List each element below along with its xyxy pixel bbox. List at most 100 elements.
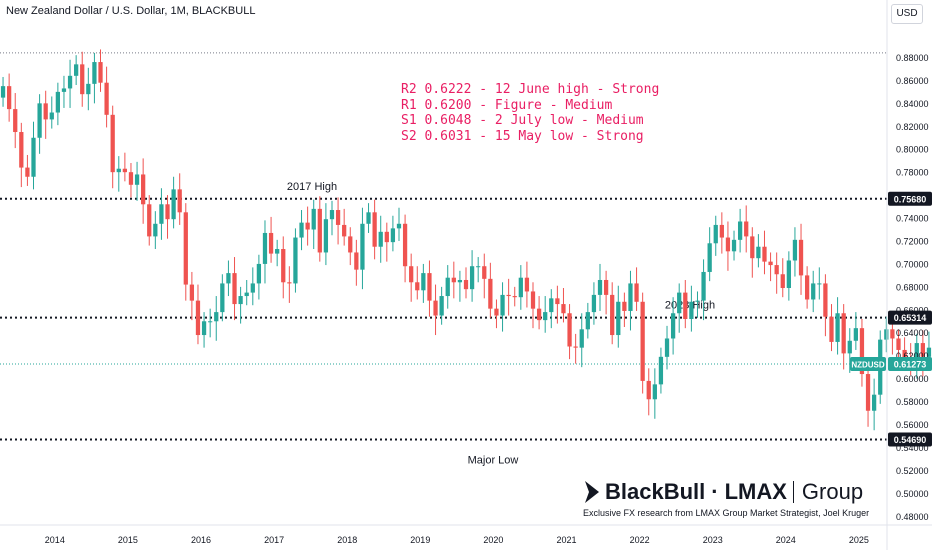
candle-body	[195, 300, 201, 336]
candle-body	[396, 223, 402, 229]
y-tick-label: 0.74000	[896, 214, 929, 224]
current-price-label: 0.61273	[894, 360, 927, 370]
candle-body	[756, 246, 761, 259]
candle-body	[792, 239, 798, 261]
y-tick-label: 0.70000	[896, 259, 929, 269]
candle-body	[518, 277, 523, 298]
candle-body	[177, 189, 182, 213]
candle-body	[543, 312, 548, 321]
x-tick-label: 2019	[410, 535, 430, 545]
candle-body	[798, 239, 804, 276]
candle-body	[859, 328, 865, 375]
candle-body	[512, 296, 517, 298]
candle-body	[500, 294, 505, 316]
candle-body	[737, 221, 743, 240]
price-axis[interactable]: 0.88000 0.86000 0.84000 0.82000 0.80000 0.780…	[850, 0, 932, 550]
candle-body	[762, 246, 767, 262]
candle-body	[628, 283, 633, 311]
candle-body	[695, 300, 700, 302]
candle-body	[189, 284, 195, 301]
chart-title: New Zealand Dollar / U.S. Dollar, 1M, BL…	[6, 5, 256, 17]
candle-body	[457, 279, 463, 283]
annotation-r1: R1 0.6200 - Figure - Medium	[401, 97, 613, 113]
annotation-s2: S2 0.6031 - 15 May low - Strong	[401, 128, 644, 144]
candle-body	[536, 308, 542, 321]
y-tick-label: 0.62000	[896, 351, 929, 361]
logo-tagline: Exclusive FX research from LMAX Group Ma…	[583, 508, 870, 518]
y-tick-label: 0.64000	[896, 328, 929, 338]
logo-brand: BlackBull	[605, 479, 706, 504]
candle-body	[427, 273, 432, 301]
candle-body	[597, 279, 603, 295]
candle-body	[469, 266, 475, 290]
candle-body	[86, 83, 91, 95]
candle-body	[37, 103, 42, 138]
y-tick-label: 0.52000	[896, 466, 929, 476]
y-tick-label: 0.82000	[896, 122, 929, 132]
y-tick-label: 0.56000	[896, 420, 929, 430]
candle-body	[610, 294, 615, 336]
y-tick-label: 0.48000	[896, 512, 929, 522]
candle-body	[299, 222, 304, 238]
candle-body	[329, 210, 335, 220]
x-tick-label: 2016	[191, 535, 211, 545]
candle-body	[323, 219, 329, 253]
candle-body	[402, 223, 408, 267]
candle-body	[372, 212, 377, 247]
candle-body	[421, 273, 426, 291]
candle-body	[238, 296, 243, 305]
candle-body	[378, 231, 383, 247]
symbol-label: NZDUSD	[851, 361, 885, 370]
candle-body	[865, 374, 871, 411]
y-tick-label: 0.84000	[896, 99, 929, 109]
candle-body	[476, 266, 481, 268]
x-tick-label: 2025	[849, 535, 869, 545]
candle-body	[317, 208, 322, 253]
candle-body	[165, 204, 170, 220]
candle-body	[713, 224, 718, 244]
brand-logo: BlackBull · LMAX Group Exclusive FX rese…	[583, 478, 869, 518]
candle-body	[134, 174, 140, 185]
y-tick-label: 0.86000	[896, 76, 929, 86]
candle-body	[652, 384, 657, 400]
candle-body	[884, 329, 889, 340]
candle-body	[725, 237, 731, 252]
candle-body	[0, 86, 6, 98]
candle-body	[561, 304, 566, 314]
candle-body	[250, 283, 255, 293]
candle-body	[281, 249, 286, 283]
candle-body	[658, 356, 664, 385]
candle-body	[366, 212, 371, 224]
logo-group: Group	[792, 481, 863, 503]
time-axis[interactable]: 2014 2015 2016 2017 2018 2019 2020 2021 2022 2023…	[0, 524, 932, 545]
candle-body	[335, 210, 341, 225]
candle-body	[871, 394, 877, 411]
candle-body	[817, 283, 822, 285]
candle-body	[220, 283, 225, 313]
y-tick-label: 0.72000	[896, 236, 929, 246]
candle-body	[153, 223, 158, 237]
candle-body	[98, 62, 103, 83]
x-tick-label: 2021	[556, 535, 576, 545]
candle-body	[603, 279, 609, 295]
candle-body	[384, 231, 389, 243]
candle-body	[348, 236, 353, 253]
candle-body	[585, 312, 590, 330]
x-tick-label: 2020	[483, 535, 503, 545]
candle-body	[829, 316, 834, 342]
y-tick-label: 0.78000	[896, 168, 929, 178]
candle-body	[677, 292, 682, 314]
y-tick-label: 0.58000	[896, 397, 929, 407]
candle-body	[689, 301, 694, 319]
candle-body	[579, 329, 584, 348]
candle-body	[74, 64, 79, 76]
blackbull-bolt-icon	[585, 481, 599, 503]
candle-body	[823, 283, 828, 317]
y-tick-label: 0.80000	[896, 145, 929, 155]
currency-button[interactable]: USD	[891, 4, 923, 24]
candle-body	[232, 273, 237, 305]
candle-body	[104, 82, 109, 115]
x-tick-label: 2023	[703, 535, 723, 545]
